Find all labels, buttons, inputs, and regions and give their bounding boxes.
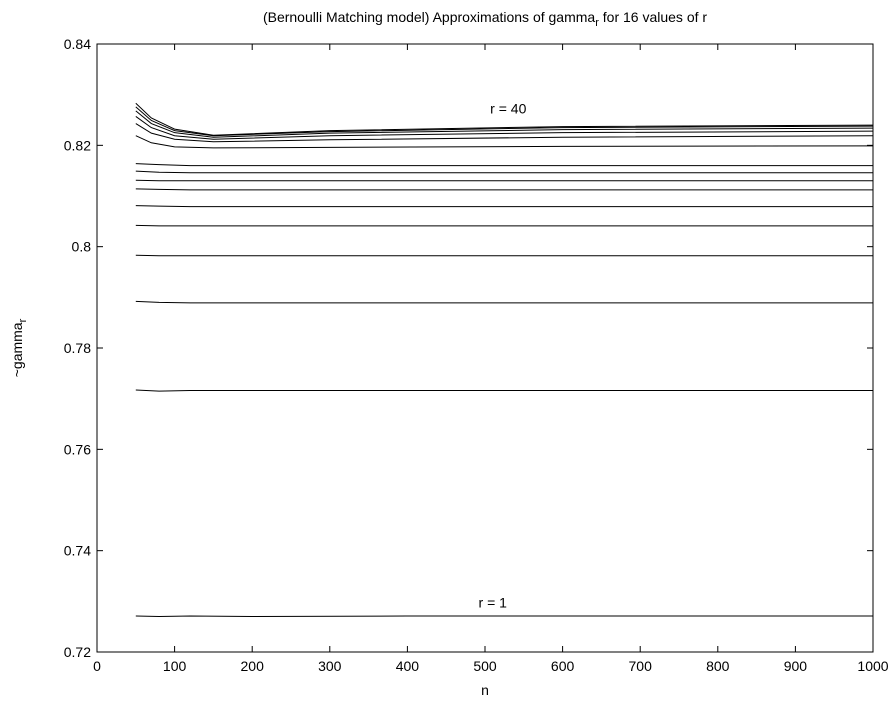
x-tick-label: 800 [706, 658, 730, 674]
series-line-7 [135, 188, 873, 191]
y-tick-label: 0.76 [64, 441, 91, 457]
x-tick-label: 600 [551, 658, 575, 674]
y-tick-labels: 0.72 0.74 0.76 0.78 0.8 0.82 0.84 [64, 36, 91, 660]
chart-title: (Bernoulli Matching model) Approximation… [263, 9, 707, 29]
x-tick-label: 200 [241, 658, 265, 674]
series-line-16 [135, 102, 874, 136]
axis-ticks [96, 43, 874, 653]
series-line-5 [135, 224, 873, 227]
series-line-15 [135, 106, 874, 137]
chart-annotations: r = 40 r = 1 [479, 100, 527, 610]
plot-area [96, 43, 874, 653]
series-line-1 [135, 615, 873, 618]
series-line-6 [135, 205, 873, 208]
series-line-12 [135, 123, 874, 143]
y-tick-label: 0.82 [64, 137, 91, 153]
series-line-14 [135, 110, 874, 138]
series-line-13 [135, 116, 874, 140]
series-line-9 [135, 170, 873, 174]
x-tick-label: 0 [93, 658, 101, 674]
series-line-3 [135, 300, 873, 304]
x-tick-label: 500 [473, 658, 497, 674]
x-tick-label: 400 [396, 658, 420, 674]
y-tick-label: 0.78 [64, 340, 91, 356]
x-tick-label: 900 [784, 658, 808, 674]
series-line-8 [135, 179, 873, 182]
series-line-10 [135, 163, 873, 167]
annotation-label: r = 1 [479, 594, 508, 610]
y-tick-label: 0.84 [64, 36, 91, 52]
y-tick-label: 0.74 [64, 543, 91, 559]
x-tick-label: 100 [163, 658, 187, 674]
x-tick-labels: 0 100 200 300 400 500 600 700 800 900 1000 [93, 658, 889, 674]
y-tick-label: 0.8 [72, 239, 92, 255]
series-line-4 [135, 254, 873, 257]
x-axis-label: n [481, 682, 489, 698]
x-tick-label: 1000 [857, 658, 888, 674]
y-tick-label: 0.72 [64, 644, 91, 660]
y-axis-label: ~gammar [9, 318, 29, 377]
series-lines [135, 102, 874, 618]
x-tick-label: 700 [629, 658, 653, 674]
series-line-11 [135, 135, 874, 149]
annotation-label: r = 40 [490, 100, 526, 116]
series-line-2 [135, 389, 873, 392]
x-tick-label: 300 [318, 658, 342, 674]
